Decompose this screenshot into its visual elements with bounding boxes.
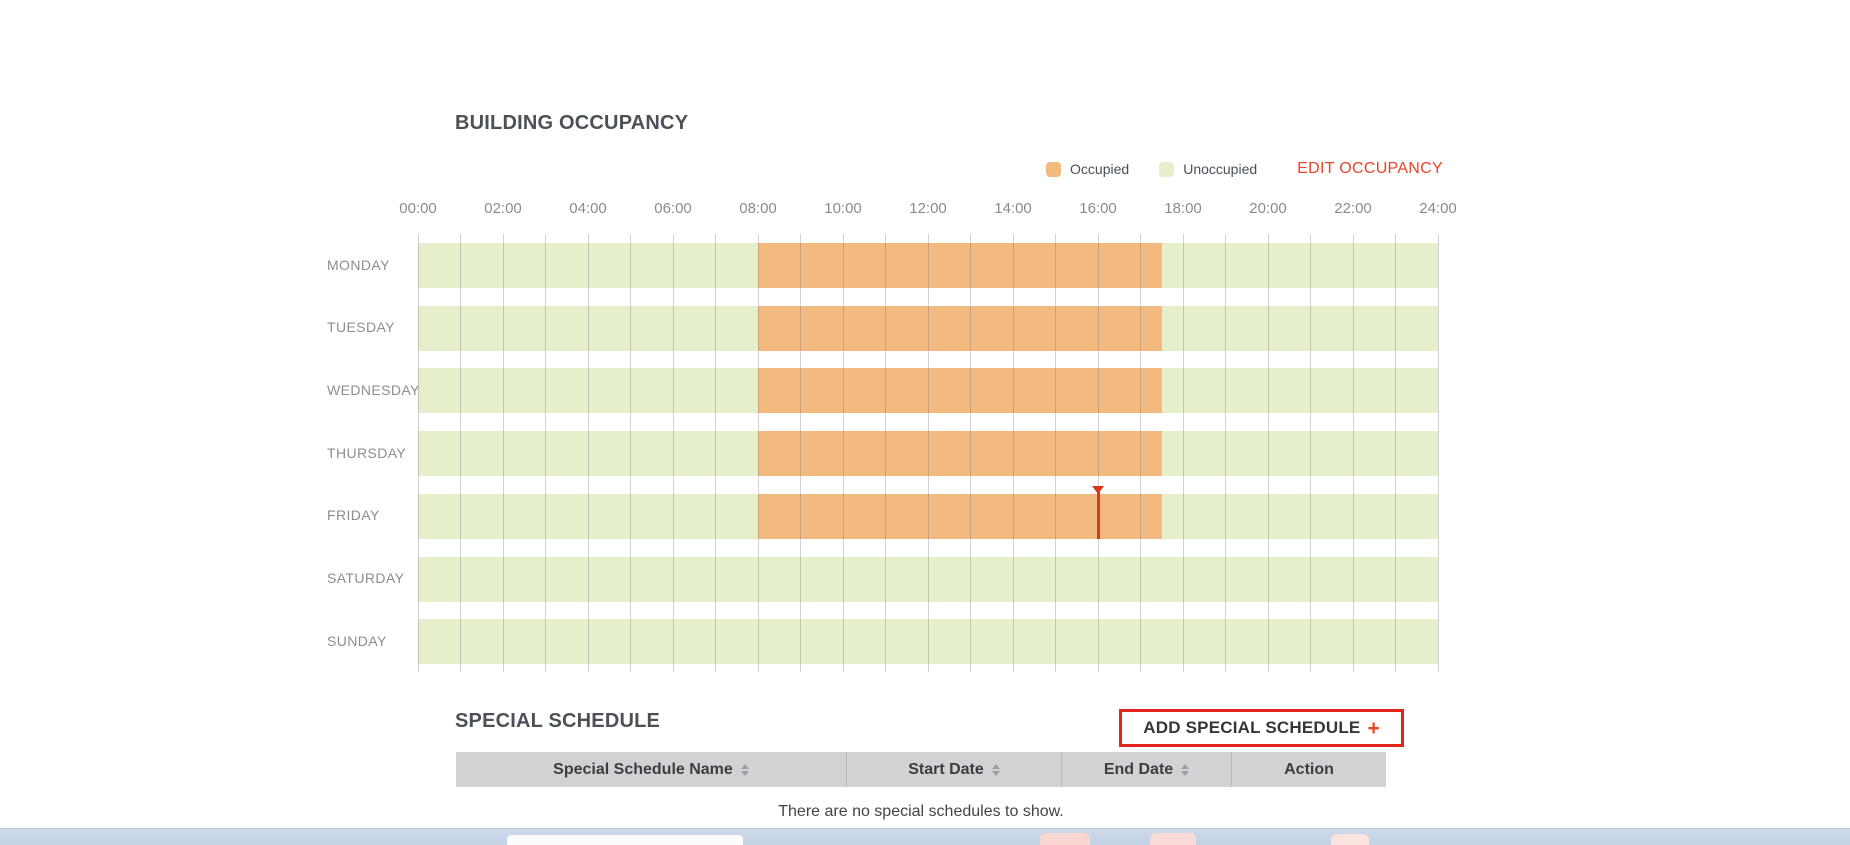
occupancy-segment-unoccupied xyxy=(418,368,758,414)
occupancy-segment-unoccupied xyxy=(418,619,1438,665)
occupancy-segment-unoccupied xyxy=(1161,243,1438,288)
column-header-special-schedule-name[interactable]: Special Schedule Name xyxy=(456,752,847,787)
gridline xyxy=(630,234,631,672)
special-schedule-table-header: Special Schedule Name Start Date End Date A… xyxy=(456,752,1386,787)
day-label: THURSDAY xyxy=(327,444,407,461)
legend-item-occupied: Occupied xyxy=(1046,161,1129,177)
time-cursor-marker xyxy=(1096,489,1100,539)
legend-label-unoccupied: Unoccupied xyxy=(1183,161,1258,177)
column-header-label: Action xyxy=(1284,760,1334,778)
gridline xyxy=(970,234,971,672)
special-schedule-title: SPECIAL SCHEDULE xyxy=(455,710,661,732)
background-button-shape xyxy=(1150,833,1196,845)
legend-item-unoccupied: Unoccupied xyxy=(1159,161,1257,177)
plus-icon: + xyxy=(1367,716,1380,740)
column-header-label: Start Date xyxy=(908,760,984,778)
gridline xyxy=(842,234,844,672)
time-tick-label: 16:00 xyxy=(1079,200,1117,217)
gridline xyxy=(1097,234,1099,672)
day-label: MONDAY xyxy=(327,256,390,273)
edit-occupancy-link[interactable]: EDIT OCCUPANCY xyxy=(1297,160,1443,177)
gridline xyxy=(502,234,504,672)
gridline xyxy=(1055,234,1056,672)
occupancy-legend: Occupied Unoccupied EDIT OCCUPANCY xyxy=(1046,159,1443,179)
day-label: TUESDAY xyxy=(327,319,395,336)
gridline xyxy=(1225,234,1226,672)
occupancy-segment-occupied xyxy=(758,493,1162,539)
day-label: FRIDAY xyxy=(327,507,380,524)
empty-table-message: There are no special schedules to show. xyxy=(778,803,1064,820)
gridline xyxy=(1352,234,1354,672)
occupancy-segment-unoccupied xyxy=(1161,431,1438,477)
gridline xyxy=(1140,234,1141,672)
gridline xyxy=(1395,234,1396,672)
time-tick-label: 20:00 xyxy=(1249,200,1287,217)
gridline xyxy=(1012,234,1014,672)
sort-icon[interactable] xyxy=(991,763,1000,776)
occupancy-segment-unoccupied xyxy=(1161,305,1438,351)
occupancy-segment-unoccupied xyxy=(418,243,758,288)
time-tick-label: 06:00 xyxy=(654,200,692,217)
gridline xyxy=(885,234,886,672)
gridline xyxy=(1437,234,1439,672)
occupancy-segment-occupied xyxy=(758,243,1162,288)
day-label: WEDNESDAY xyxy=(327,381,420,398)
day-label: SATURDAY xyxy=(327,570,405,586)
occupancy-segment-unoccupied xyxy=(418,431,758,477)
legend-label-occupied: Occupied xyxy=(1070,161,1130,177)
gridline xyxy=(800,234,801,672)
gridline xyxy=(417,234,419,672)
add-special-schedule-button[interactable]: ADD SPECIAL SCHEDULE + xyxy=(1119,709,1404,747)
gridline xyxy=(757,234,759,672)
gridline xyxy=(1310,234,1311,672)
occupancy-segment-unoccupied xyxy=(1161,493,1438,539)
gridline xyxy=(545,234,546,672)
occupancy-segment-unoccupied xyxy=(418,305,758,351)
time-cursor-head-icon xyxy=(1092,485,1104,494)
occupancy-segment-occupied xyxy=(758,368,1162,414)
occupancy-segment-unoccupied xyxy=(1161,368,1438,414)
occupancy-segment-occupied xyxy=(758,431,1162,477)
occupancy-segment-unoccupied xyxy=(418,493,758,539)
building-occupancy-title: BUILDING OCCUPANCY xyxy=(455,112,689,134)
gridline xyxy=(1182,234,1184,672)
time-tick-label: 14:00 xyxy=(994,200,1032,217)
gridline xyxy=(1267,234,1269,672)
gridline xyxy=(715,234,716,672)
background-window-shape xyxy=(507,835,743,845)
day-label: SUNDAY xyxy=(327,632,387,649)
background-button-shape xyxy=(1331,834,1369,845)
time-tick-label: 24:00 xyxy=(1419,200,1457,217)
time-tick-label: 00:00 xyxy=(399,200,437,217)
time-tick-label: 02:00 xyxy=(484,200,522,217)
time-tick-label: 12:00 xyxy=(909,200,947,217)
background-button-shape xyxy=(1040,833,1090,845)
sort-icon[interactable] xyxy=(740,763,749,776)
time-tick-label: 08:00 xyxy=(739,200,777,217)
occupancy-segment-occupied xyxy=(758,305,1162,351)
occupied-swatch-icon xyxy=(1046,161,1062,177)
gridline xyxy=(927,234,929,672)
unoccupied-swatch-icon xyxy=(1159,161,1175,177)
time-tick-label: 10:00 xyxy=(824,200,862,217)
occupancy-segment-unoccupied xyxy=(418,556,1438,602)
gridline xyxy=(460,234,461,672)
add-special-schedule-label: ADD SPECIAL SCHEDULE xyxy=(1143,718,1361,737)
gridline xyxy=(587,234,589,672)
column-header-label: Special Schedule Name xyxy=(553,760,733,778)
time-tick-label: 04:00 xyxy=(569,200,607,217)
column-header-label: End Date xyxy=(1103,760,1174,778)
sort-icon[interactable] xyxy=(1181,763,1190,776)
time-tick-label: 18:00 xyxy=(1164,200,1202,217)
column-header-action: Action xyxy=(1232,752,1386,787)
gridline xyxy=(672,234,674,672)
time-tick-label: 22:00 xyxy=(1334,200,1372,217)
background-window-edge xyxy=(0,828,1850,845)
column-header-start-date[interactable]: Start Date xyxy=(847,752,1062,787)
column-header-end-date[interactable]: End Date xyxy=(1062,752,1232,787)
